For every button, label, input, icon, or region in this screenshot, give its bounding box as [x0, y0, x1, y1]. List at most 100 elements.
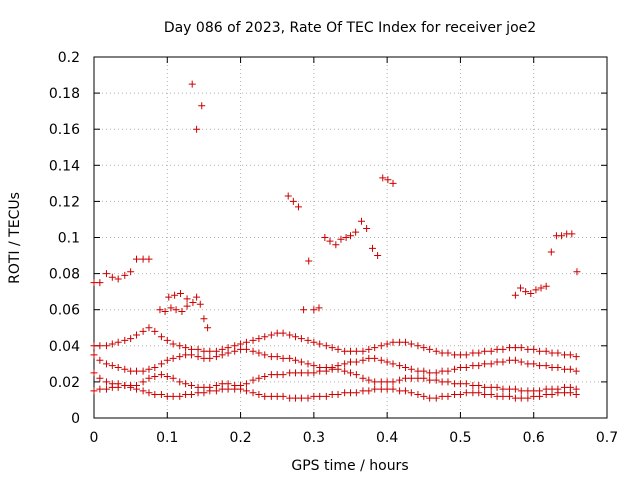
data-point [444, 392, 452, 400]
data-point [114, 275, 122, 283]
data-point [451, 391, 459, 399]
data-point [156, 306, 164, 314]
data-point [145, 324, 153, 332]
x-axis-label: GPS time / hours [291, 458, 408, 474]
data-point [200, 354, 208, 362]
data-point [451, 351, 459, 359]
data-point [401, 387, 409, 395]
data-point [127, 335, 135, 343]
data-point [90, 369, 98, 377]
data-point [172, 306, 180, 314]
data-point [273, 392, 281, 400]
data-point [414, 342, 422, 350]
y-tick-label: 0.02 [49, 375, 80, 391]
data-point [389, 378, 397, 386]
data-point [194, 353, 202, 361]
y-tick-label: 0.14 [49, 158, 80, 174]
data-point [204, 324, 212, 332]
data-point [414, 391, 422, 399]
data-point [334, 345, 342, 353]
data-point [279, 329, 287, 337]
data-point [96, 279, 104, 287]
data-point [237, 382, 245, 390]
chart-title: Day 086 of 2023, Rate Of TEC Index for r… [164, 20, 536, 36]
data-point [511, 356, 519, 364]
data-point [297, 369, 305, 377]
data-point [321, 234, 329, 241]
data-point [432, 394, 440, 402]
data-point [218, 380, 226, 388]
y-tick-label: 0.18 [49, 86, 80, 102]
data-point [286, 354, 294, 362]
data-point [568, 230, 576, 238]
data-point [558, 232, 566, 240]
data-point [292, 369, 300, 377]
data-point [554, 363, 562, 371]
data-point [255, 349, 263, 357]
data-point [511, 291, 519, 299]
data-point [231, 382, 239, 390]
data-point [279, 392, 287, 400]
data-point [96, 356, 104, 364]
data-point [444, 378, 452, 386]
data-point [328, 363, 336, 371]
grid-lines [94, 57, 607, 418]
data-point [334, 362, 342, 370]
data-point [273, 371, 281, 379]
data-point [157, 391, 165, 399]
data-point [347, 369, 354, 377]
data-point [304, 360, 312, 368]
data-point [121, 365, 129, 373]
data-point [347, 232, 354, 240]
data-point [304, 336, 312, 344]
x-tick-label: 0.4 [376, 430, 398, 446]
data-point [328, 344, 336, 352]
data-point [542, 347, 550, 355]
data-point [511, 344, 519, 352]
data-point [456, 351, 464, 359]
data-point [536, 387, 544, 395]
data-point [499, 392, 507, 400]
data-point [139, 255, 147, 263]
y-axis-label: ROTI / TECUs [7, 192, 23, 284]
data-point [426, 369, 434, 377]
data-point [102, 378, 110, 386]
data-point [322, 363, 330, 371]
data-point [379, 174, 387, 182]
data-point [127, 382, 135, 390]
data-point [169, 374, 177, 382]
data-point [297, 335, 305, 343]
data-point [139, 378, 147, 386]
y-tick-label: 0.16 [49, 122, 80, 138]
data-point [90, 342, 98, 350]
data-point [206, 383, 214, 391]
data-point [261, 351, 269, 359]
data-point [371, 378, 379, 386]
data-point [357, 217, 365, 225]
data-point [377, 342, 385, 350]
y-tick-label: 0 [71, 411, 80, 427]
data-point [524, 387, 532, 395]
data-point [572, 353, 580, 361]
data-point [326, 237, 334, 245]
data-point [469, 362, 477, 370]
data-point [176, 392, 184, 400]
data-point [242, 387, 250, 395]
data-point [189, 298, 197, 306]
data-point [493, 358, 501, 366]
data-point [341, 347, 349, 355]
data-point [163, 356, 171, 364]
data-point [182, 344, 190, 352]
data-point [530, 387, 538, 395]
data-point [297, 394, 305, 402]
data-point [371, 354, 379, 362]
data-point [193, 293, 201, 301]
data-point [114, 363, 122, 371]
data-point [542, 282, 550, 290]
data-point [506, 392, 514, 400]
data-point [542, 385, 550, 393]
data-point [407, 365, 415, 373]
data-point [151, 327, 159, 335]
data-point [133, 255, 141, 263]
data-point [261, 372, 269, 380]
